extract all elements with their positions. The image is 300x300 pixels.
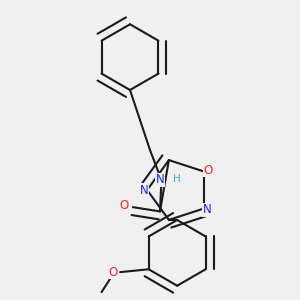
Text: N: N xyxy=(156,173,164,187)
Text: N: N xyxy=(140,184,149,196)
Text: O: O xyxy=(204,164,213,177)
Text: H: H xyxy=(173,174,181,184)
Text: N: N xyxy=(202,203,211,216)
Text: O: O xyxy=(120,199,129,212)
Text: O: O xyxy=(108,266,118,279)
